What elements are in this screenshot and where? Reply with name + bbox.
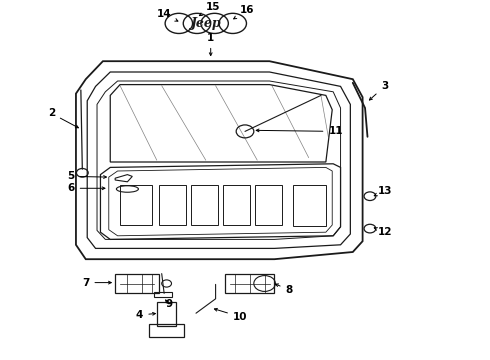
Text: 1: 1 xyxy=(207,33,214,55)
Bar xyxy=(157,302,176,326)
Text: 11: 11 xyxy=(256,126,343,136)
Text: 15: 15 xyxy=(199,2,220,15)
Text: 10: 10 xyxy=(215,309,247,322)
Bar xyxy=(159,185,186,225)
Bar xyxy=(115,274,159,293)
Bar xyxy=(149,324,184,337)
Text: 7: 7 xyxy=(82,278,111,288)
Text: 16: 16 xyxy=(234,5,255,19)
Bar xyxy=(120,185,152,225)
Bar xyxy=(223,185,250,225)
Bar xyxy=(154,292,171,297)
Text: 4: 4 xyxy=(136,310,155,320)
Text: Jeep: Jeep xyxy=(191,17,221,30)
Text: 2: 2 xyxy=(48,108,78,128)
Text: 9: 9 xyxy=(166,299,172,309)
Text: 8: 8 xyxy=(275,284,293,295)
Text: 13: 13 xyxy=(374,186,392,196)
Bar xyxy=(225,274,274,293)
Bar xyxy=(191,185,218,225)
Text: 6: 6 xyxy=(68,183,105,193)
Bar xyxy=(293,185,326,226)
Bar xyxy=(255,185,282,225)
Text: 3: 3 xyxy=(369,81,388,100)
Text: 5: 5 xyxy=(68,171,106,181)
Text: 14: 14 xyxy=(157,9,178,21)
Text: 12: 12 xyxy=(374,227,392,237)
